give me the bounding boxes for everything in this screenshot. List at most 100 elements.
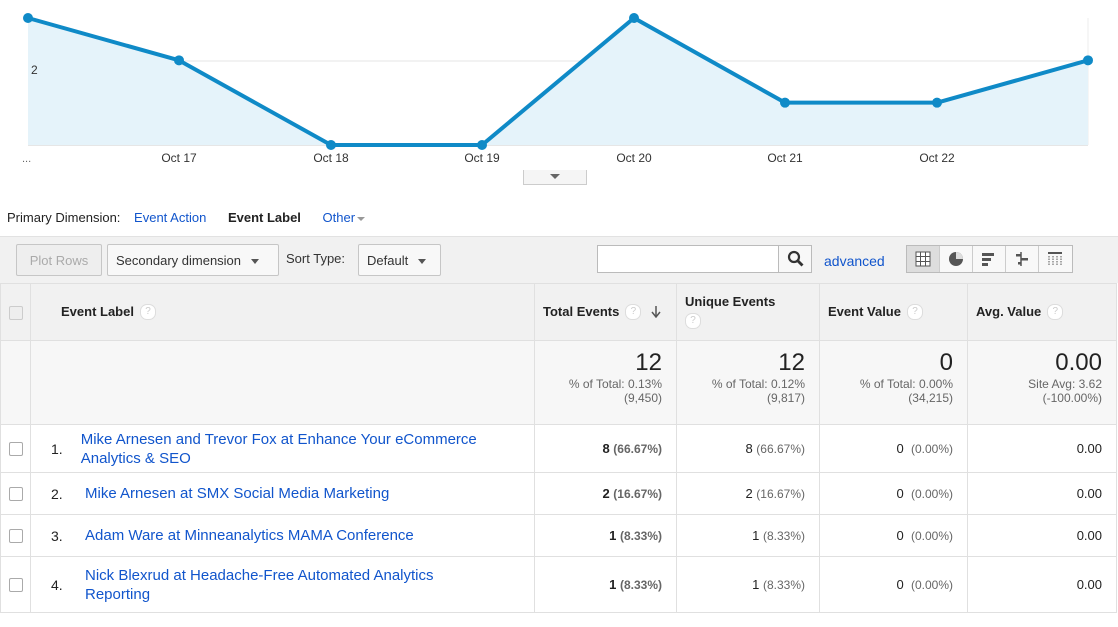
total-events-total: 12% of Total: 0.13% (9,450) (534, 340, 677, 425)
search-button[interactable] (778, 245, 812, 273)
data-point (174, 55, 184, 66)
totals-empty-cell (30, 340, 535, 425)
performance-view-button[interactable] (973, 246, 1006, 272)
secondary-dimension-label: Secondary dimension (116, 253, 242, 268)
total-absolute: (9,817) (766, 391, 805, 405)
pie-view-button[interactable] (940, 246, 973, 272)
help-icon[interactable]: ? (906, 304, 923, 321)
event-value-value: 0 (896, 577, 904, 592)
column-header-label: Event Label (61, 303, 134, 319)
event-label-cell: 1. Mike Arnesen and Trevor Fox at Enhance… (30, 424, 535, 473)
table-toolbar: Plot Rows Secondary dimension Sort Type:… (0, 236, 1118, 283)
data-point (477, 140, 487, 150)
plot-rows-button[interactable]: Plot Rows (16, 244, 102, 276)
avg-value-cell: 0.00 (967, 514, 1117, 557)
x-tick-label: ... (22, 153, 32, 165)
x-tick-label: Oct 20 (616, 151, 652, 165)
pivot-view-button[interactable] (1039, 246, 1072, 272)
total-events-value: 8 (602, 441, 610, 456)
row-checkbox[interactable] (8, 578, 23, 593)
sort-descending-icon (651, 306, 661, 319)
y-tick-label: 2 (31, 63, 38, 77)
data-point (1083, 55, 1093, 66)
row-select-cell (0, 514, 31, 557)
event-label-link[interactable]: Mike Arnesen at SMX Social Media Marketi… (85, 485, 390, 502)
sort-type-dropdown[interactable]: Default (358, 244, 441, 276)
unique-events-value: 1 (752, 577, 760, 592)
dimension-event-action[interactable]: Event Action (134, 210, 207, 225)
event-value-cell: 0 (0.00%) (819, 424, 968, 473)
chevron-down-icon (550, 174, 560, 179)
column-header-avg-value[interactable]: Avg. Value? (967, 283, 1117, 341)
total-value: 0 (939, 349, 953, 376)
primary-dimension-bar: Primary Dimension: Event Action Event La… (7, 210, 375, 225)
pivot-view-icon (1048, 252, 1062, 266)
table-header-row: Event Label? Total Events? Unique Events… (0, 283, 1117, 341)
event-label-cell: 4. Nick Blexrud at Headache-Free Automate… (30, 556, 535, 613)
table-row: 4. Nick Blexrud at Headache-Free Automate… (0, 556, 1117, 613)
event-label-link[interactable]: Adam Ware at Minneanalytics MAMA Confere… (85, 527, 414, 544)
chart-canvas (23, 13, 1093, 150)
row-select-cell (0, 472, 31, 515)
unique-events-cell: 8 (66.67%) (676, 424, 820, 473)
unique-events-total: 12% of Total: 0.12% (9,817) (676, 340, 820, 425)
column-header-event-label[interactable]: Event Label? (30, 283, 535, 341)
comparison-view-icon (1016, 252, 1028, 266)
column-header-label: Avg. Value (976, 303, 1042, 319)
dimension-event-label[interactable]: Event Label (227, 210, 301, 225)
avg-value-cell: 0.00 (967, 556, 1117, 613)
row-select-cell (0, 424, 31, 473)
chevron-down-icon[interactable] (357, 216, 366, 221)
avg-value-cell: 0.00 (967, 424, 1117, 473)
comparison-view-button[interactable] (1006, 246, 1039, 272)
avg-value-cell: 0.00 (967, 472, 1117, 515)
total-events-cell: 1 (8.33%) (534, 556, 677, 613)
event-label-cell: 2. Mike Arnesen at SMX Social Media Marke… (30, 472, 535, 515)
data-point (932, 97, 942, 108)
row-checkbox[interactable] (8, 442, 23, 457)
event-value-percent: (0.00%) (910, 578, 953, 592)
column-header-event-value[interactable]: Event Value? (819, 283, 968, 341)
unique-events-cell: 2 (16.67%) (676, 472, 820, 515)
unique-events-value: 8 (745, 441, 753, 456)
unique-events-cell: 1 (8.33%) (676, 556, 820, 613)
help-icon[interactable]: ? (139, 304, 156, 321)
sort-type-label: Sort Type: (286, 251, 346, 266)
chevron-down-icon (251, 259, 260, 265)
column-header-total-events[interactable]: Total Events? (534, 283, 677, 341)
data-point (326, 140, 336, 150)
row-index: 3. (51, 527, 63, 544)
table-view-button[interactable] (907, 246, 940, 272)
total-events-percent: (8.33%) (619, 529, 662, 543)
series-line (27, 16, 1089, 147)
help-icon[interactable]: ? (1047, 304, 1064, 321)
row-checkbox[interactable] (8, 529, 23, 544)
event-value-cell: 0 (0.00%) (819, 556, 968, 613)
total-percent: % of Total: 0.13% (568, 377, 662, 391)
event-value-cell: 0 (0.00%) (819, 472, 968, 515)
total-value: 0.00 (1055, 349, 1102, 376)
help-icon[interactable]: ? (685, 313, 701, 329)
total-events-cell: 2 (16.67%) (534, 472, 677, 515)
total-events-percent: (66.67%) (613, 442, 662, 456)
event-value-total: 0% of Total: 0.00% (34,215) (819, 340, 968, 425)
secondary-dimension-dropdown[interactable]: Secondary dimension (107, 244, 279, 276)
column-header-label: Total Events (543, 303, 620, 319)
help-icon[interactable]: ? (625, 304, 642, 321)
select-all-checkbox[interactable] (8, 305, 23, 320)
site-average-delta: (-100.00%) (1042, 391, 1102, 405)
search-input[interactable] (597, 245, 779, 273)
collapse-chart-button[interactable] (523, 170, 587, 185)
event-label-link[interactable]: Mike Arnesen and Trevor Fox at Enhance Y… (80, 430, 477, 467)
total-events-cell: 8 (66.67%) (534, 424, 677, 473)
advanced-filter-link[interactable]: advanced (824, 253, 885, 269)
total-events-cell: 1 (8.33%) (534, 514, 677, 557)
column-header-label: Event Value (828, 303, 901, 319)
row-checkbox[interactable] (8, 487, 23, 502)
x-tick-label: Oct 17 (161, 151, 197, 165)
event-label-cell: 3. Adam Ware at Minneanalytics MAMA Confe… (30, 514, 535, 557)
column-header-unique-events[interactable]: Unique Events? (676, 283, 820, 341)
totals-row: 12% of Total: 0.13% (9,450) 12% of Total:… (0, 340, 1117, 425)
dimension-other[interactable]: Other (322, 210, 356, 225)
event-label-link[interactable]: Nick Blexrud at Headache-Free Automated … (85, 566, 434, 603)
